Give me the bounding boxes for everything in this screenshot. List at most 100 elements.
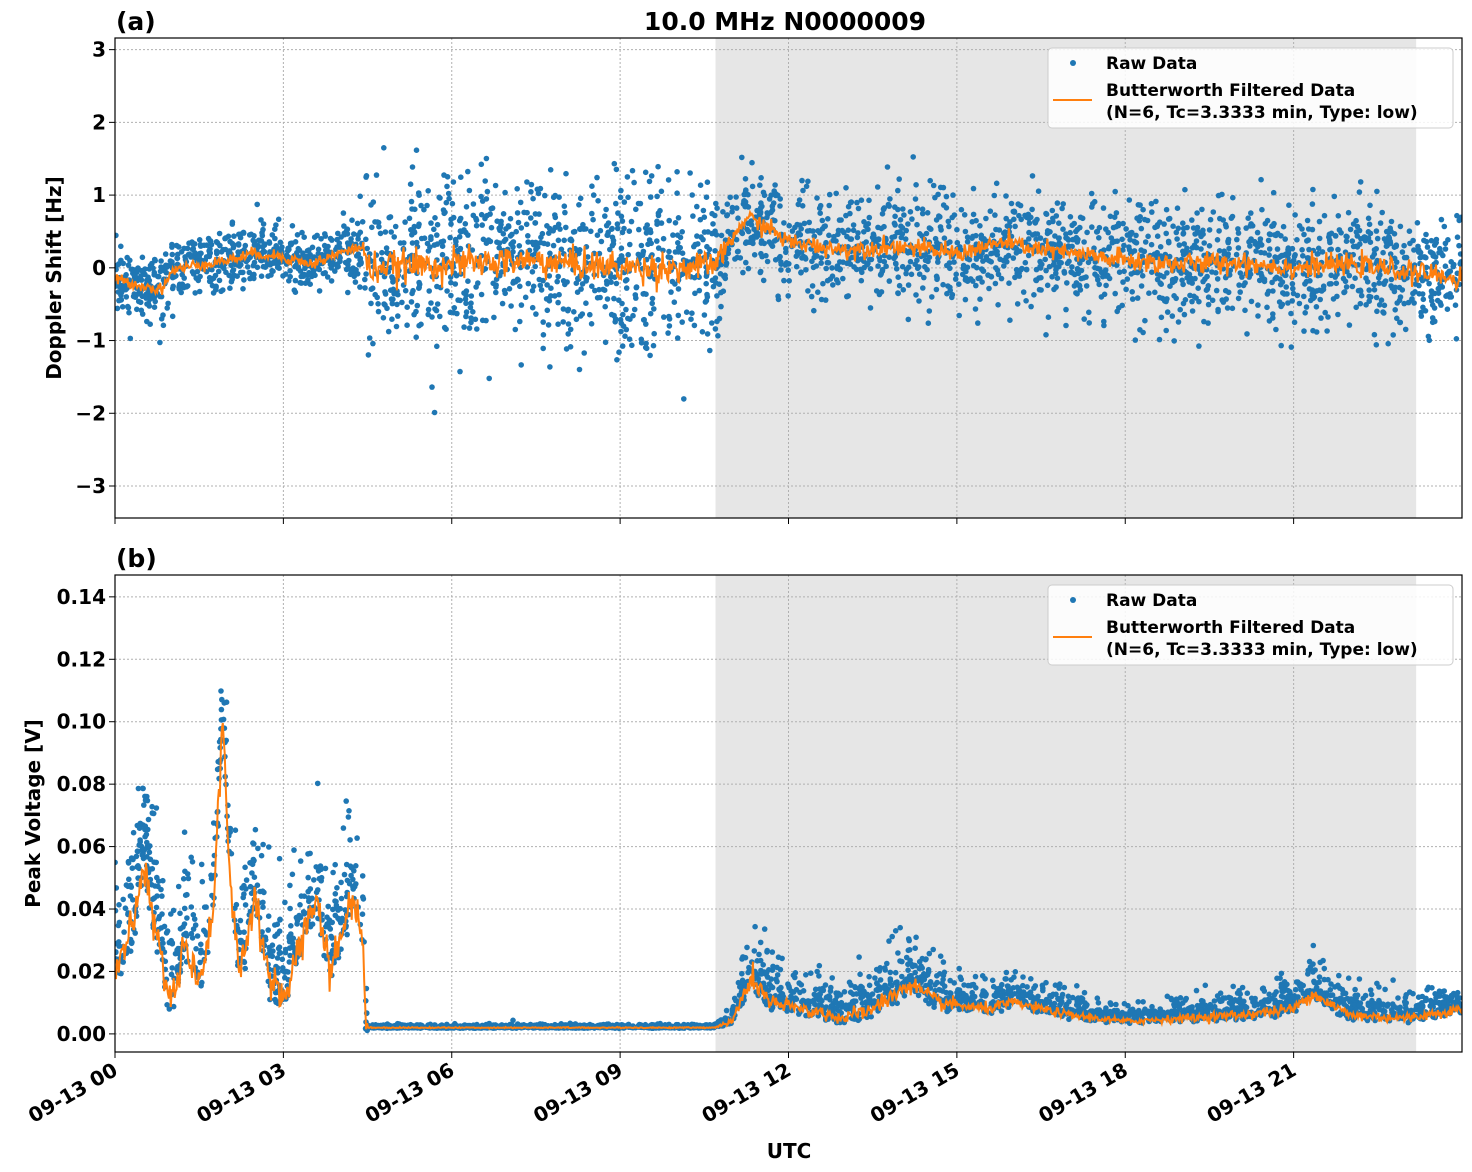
raw-data-point <box>507 215 514 222</box>
raw-data-point <box>1189 298 1195 305</box>
raw-data-point <box>260 243 266 250</box>
raw-data-point <box>715 333 721 339</box>
raw-data-point <box>742 176 749 182</box>
raw-data-point <box>408 198 415 205</box>
raw-data-point <box>1285 300 1291 306</box>
raw-data-point <box>364 245 371 252</box>
raw-data-point <box>1065 237 1072 243</box>
raw-data-point <box>922 264 928 270</box>
raw-data-point <box>540 345 546 352</box>
raw-data-point <box>1071 220 1077 227</box>
raw-data-point <box>1046 263 1053 270</box>
raw-data-point <box>1003 215 1009 222</box>
raw-data-point <box>743 187 749 193</box>
raw-data-point <box>532 263 538 270</box>
raw-data-point <box>823 265 829 272</box>
raw-data-point <box>1175 225 1182 232</box>
raw-data-point <box>919 206 926 212</box>
raw-data-point <box>1031 292 1037 298</box>
raw-data-point <box>1272 254 1278 260</box>
raw-data-point <box>836 217 843 223</box>
raw-data-point <box>1365 229 1372 235</box>
raw-data-point <box>845 293 852 299</box>
raw-data-point <box>1324 328 1330 334</box>
raw-data-point <box>409 164 416 170</box>
raw-data-point <box>468 300 474 307</box>
raw-data-point <box>275 216 282 223</box>
raw-data-point <box>799 203 806 209</box>
raw-data-point <box>1265 237 1272 244</box>
raw-data-point <box>1078 275 1084 282</box>
raw-data-point <box>357 193 364 200</box>
raw-data-point <box>468 293 475 299</box>
raw-data-point <box>609 225 615 232</box>
raw-data-point <box>697 182 704 188</box>
raw-data-point <box>230 244 237 251</box>
raw-data-point <box>992 212 998 218</box>
raw-data-point <box>1244 331 1250 337</box>
raw-data-point <box>428 300 434 306</box>
raw-data-point <box>115 232 119 239</box>
raw-data-point <box>242 965 248 972</box>
raw-data-point <box>162 251 169 257</box>
raw-data-point <box>155 273 162 280</box>
raw-data-point <box>1142 239 1149 245</box>
raw-data-point <box>508 303 514 309</box>
raw-data-point <box>258 238 265 244</box>
raw-data-point <box>929 294 935 300</box>
raw-data-point <box>362 285 368 291</box>
raw-data-point <box>1171 338 1177 344</box>
raw-data-point <box>444 288 450 294</box>
raw-data-point <box>530 283 537 290</box>
raw-data-point <box>1169 279 1176 286</box>
raw-data-point <box>235 242 242 248</box>
raw-data-point <box>960 262 967 269</box>
raw-data-point <box>1274 258 1280 265</box>
raw-data-point <box>209 282 216 289</box>
raw-data-point <box>589 210 595 217</box>
raw-data-point <box>534 244 541 250</box>
raw-data-point <box>465 232 471 238</box>
raw-data-point <box>978 235 985 242</box>
raw-data-point <box>893 261 899 267</box>
raw-data-point <box>365 352 372 358</box>
raw-data-point <box>1129 296 1136 302</box>
raw-data-point <box>134 306 140 313</box>
raw-data-point <box>724 201 731 207</box>
raw-data-point <box>506 286 513 292</box>
raw-data-point <box>1457 261 1462 267</box>
raw-data-point <box>499 300 506 307</box>
raw-data-point <box>616 349 622 356</box>
raw-data-point <box>870 231 877 237</box>
raw-data-point <box>1220 217 1226 223</box>
raw-data-point <box>341 223 347 229</box>
raw-data-point <box>246 232 253 238</box>
raw-data-point <box>335 263 341 270</box>
raw-data-point <box>891 220 898 227</box>
raw-data-point <box>1142 216 1148 223</box>
raw-data-point <box>824 277 831 284</box>
raw-data-point <box>174 255 180 261</box>
raw-data-point <box>555 299 561 306</box>
raw-data-point <box>925 320 932 327</box>
raw-data-point <box>729 209 735 215</box>
raw-data-point <box>1166 253 1173 260</box>
raw-data-point <box>1365 215 1372 222</box>
raw-data-point <box>150 265 156 272</box>
raw-data-point <box>887 969 894 976</box>
raw-data-point <box>570 229 577 235</box>
raw-data-point <box>1321 212 1328 219</box>
raw-data-point <box>905 221 911 227</box>
raw-data-point <box>502 189 508 196</box>
raw-data-point <box>1193 238 1200 244</box>
raw-data-point <box>1064 260 1071 267</box>
raw-data-point <box>456 217 463 224</box>
raw-data-point <box>1388 218 1395 225</box>
raw-data-point <box>1120 279 1126 285</box>
raw-data-point <box>997 256 1003 263</box>
raw-data-point <box>1456 242 1462 249</box>
raw-data-point <box>1336 227 1343 233</box>
raw-data-point <box>517 199 524 206</box>
raw-data-point <box>1310 186 1316 193</box>
raw-data-point <box>1273 326 1279 333</box>
